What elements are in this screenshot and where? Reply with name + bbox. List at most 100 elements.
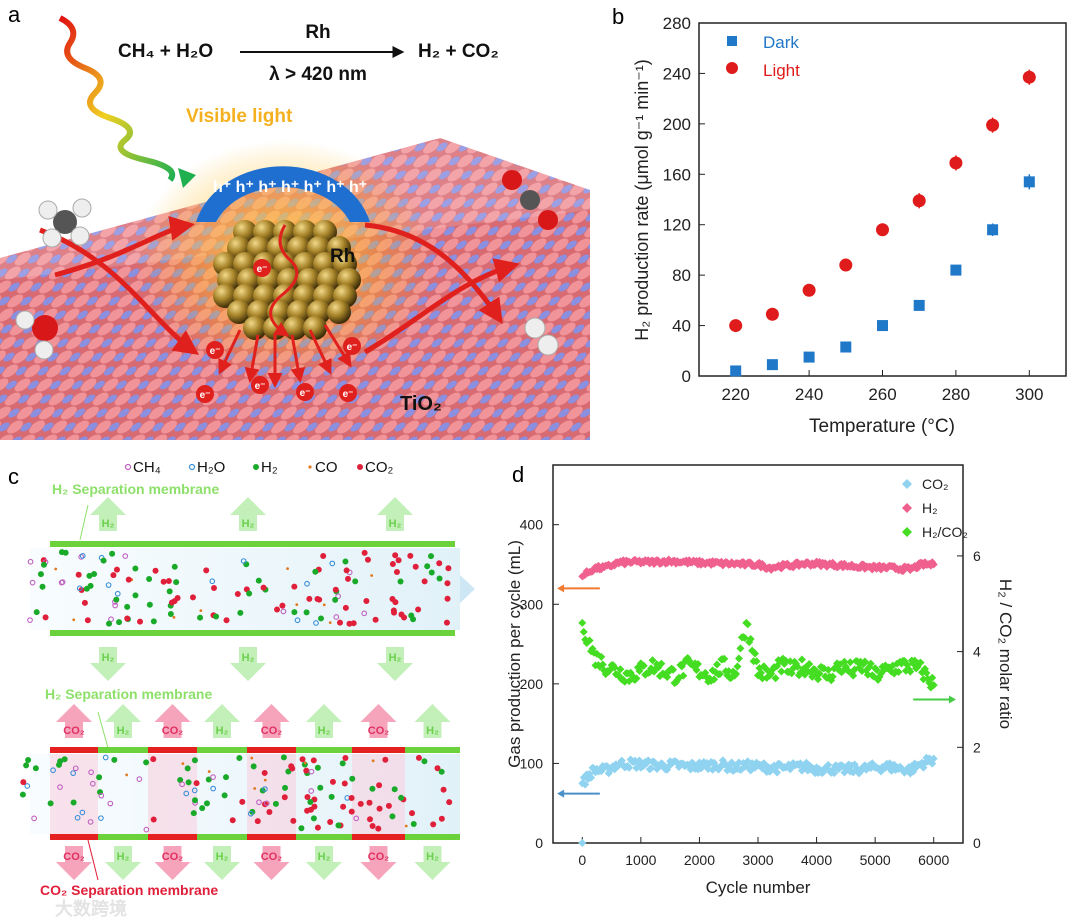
molecule-dot [412,563,419,570]
y-left-tick-label: 0 [535,835,543,851]
molecule-dot [29,579,36,586]
data-point-hco [632,674,641,683]
methane-molecule [38,198,92,248]
data-point-hco [746,634,755,643]
molecule-dot [124,603,131,610]
molecule-dot [191,787,198,794]
x-tick-label: 240 [795,385,823,404]
molecule-dot [320,552,327,559]
data-point-dark [840,341,852,353]
x-tick-label: 1000 [625,852,656,868]
molecule-dot [444,580,451,587]
data-point-hco [786,657,795,666]
separation-arrow [204,704,240,738]
molecule-dot [168,599,175,606]
separation-arrow [230,497,266,531]
y-left-tick-label: 400 [520,517,544,533]
data-point-hco [693,660,702,669]
legend-marker [124,463,132,471]
data-point-hco [733,662,742,671]
co2-molecule [502,170,558,230]
molecule-dot [247,810,254,817]
molecule-dot [382,756,389,763]
membrane-mid-label: H₂ Separation membrane [45,686,212,702]
x-tick-label: 2000 [684,852,715,868]
molecule-dot [282,784,289,791]
molecule-dot [24,783,31,789]
separation-arrow [360,846,397,880]
molecule-dot [102,754,109,761]
molecule-dot [306,595,313,602]
data-point-co [773,768,782,777]
hole-cap [196,166,370,222]
molecule-dot [415,606,422,613]
molecule-dot [234,590,241,597]
molecule-dot [256,799,262,806]
molecule-dot [58,579,65,586]
molecule-dot [291,609,298,616]
data-point-hco [849,671,858,680]
data-point-co [625,763,634,772]
data-point-hco [860,657,869,666]
y-axis-left-title: Gas production per cycle (mL) [505,540,524,768]
legend-marker [308,465,312,469]
molecule-dot [132,592,139,599]
data-point-hco [679,671,688,680]
molecule-dot [146,575,153,582]
molecule-dot [389,561,396,568]
molecule-dot [40,561,47,568]
molecule-dot [421,758,428,765]
data-point-hco [669,665,678,674]
molecule-dot [304,793,311,800]
co2-membrane-top [50,747,98,753]
molecule-dot [137,618,144,625]
co2-zone [352,754,405,834]
electron-icon [339,384,357,402]
molecule-dot [87,819,94,825]
legend-label: H₂O [197,459,225,476]
molecule-dot [343,567,350,574]
molecule-dot [366,799,373,806]
legend-label: H₂/CO₂ [922,524,968,540]
molecule-dot [266,809,273,816]
x-tick-label: 220 [722,385,750,404]
molecule-dot [290,817,297,824]
separation-arrow [253,704,290,738]
data-point-hco [815,669,824,678]
x-tick-label: 0 [578,852,586,868]
molecule-dot [286,567,289,571]
x-axis-title: Cycle number [706,878,811,897]
molecule-dot [152,567,159,574]
molecule-dot [318,615,325,622]
molecule-dot [54,567,58,571]
electron-icon [253,259,271,277]
rh-atom [227,300,251,324]
molecule-dot [124,615,131,622]
products: H₂ + CO₂ [418,41,499,62]
panel-c-label: c [8,464,19,489]
rh-atom [327,300,351,324]
arrow-head [557,789,565,798]
molecule-dot [50,767,56,774]
h2-membrane-bottom [98,834,148,840]
data-point-hco [756,668,765,677]
molecule-dot [335,593,341,600]
panel-c-diagram: c CH₄ H₂O H₂ CO CO₂ H₂ Separation membrane H… [8,459,475,919]
molecule-dot [76,585,83,592]
separation-arrow-label: H₂ [216,851,229,863]
electron-label: e⁻ [343,389,354,400]
rh-atom [243,316,267,340]
molecule-dot [397,578,404,585]
molecule-dot [122,553,129,559]
molecule-dot [274,606,281,613]
separation-arrow [377,497,413,531]
molecule-dot [75,571,82,578]
visible-light-label: Visible light [186,106,293,127]
molecule-dot [20,779,27,786]
molecule-dot [307,798,314,805]
molecule-dot [341,780,348,787]
data-point-dark [730,365,742,377]
y-tick-label: 40 [672,317,691,336]
condition: λ > 420 nm [269,64,367,85]
molecule-dot [346,620,353,627]
